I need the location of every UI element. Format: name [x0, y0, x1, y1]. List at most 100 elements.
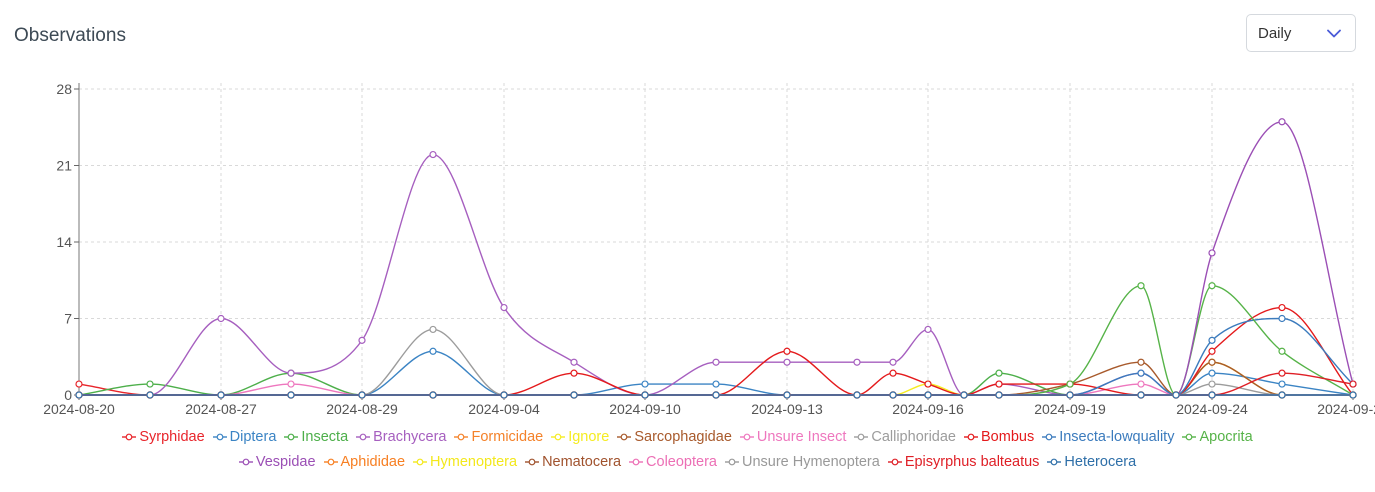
legend-item[interactable]: Nematocera	[525, 454, 621, 470]
y-tick-label: 28	[56, 81, 72, 97]
legend-label: Coleoptera	[646, 454, 717, 470]
x-tick-label: 2024-09-13	[751, 401, 823, 417]
y-tick-label: 14	[56, 234, 72, 250]
legend-item[interactable]: Coleoptera	[629, 454, 717, 470]
legend-item[interactable]: Heterocera	[1047, 454, 1136, 470]
legend-item[interactable]: Bombus	[964, 429, 1034, 445]
chevron-down-icon	[1327, 28, 1341, 38]
series-line-sarcophagidae	[78, 361, 1353, 396]
period-select[interactable]: Daily	[1246, 14, 1356, 52]
data-point	[995, 391, 1003, 399]
data-point	[1278, 118, 1286, 126]
series-points	[75, 118, 1357, 399]
legend-symbol	[1042, 433, 1057, 441]
legend-label: Unsure Insect	[756, 429, 847, 445]
legend-item[interactable]: Ignore	[551, 429, 609, 445]
legend-symbol	[629, 458, 644, 466]
legend-item[interactable]: Sarcophagidae	[617, 429, 732, 445]
data-point	[1278, 369, 1286, 377]
legend-label: Apocrita	[1199, 429, 1253, 445]
data-point	[570, 358, 578, 366]
y-tick-label: 21	[56, 158, 72, 174]
data-point	[1066, 391, 1074, 399]
legend-item[interactable]: Insecta	[284, 429, 348, 445]
legend-symbol	[413, 458, 428, 466]
legend-symbol	[1047, 458, 1062, 466]
data-point	[429, 347, 437, 355]
legend-symbol	[887, 458, 902, 466]
legend-item[interactable]: Calliphoridae	[854, 429, 956, 445]
data-point	[783, 347, 791, 355]
legend-symbol	[964, 433, 978, 441]
data-point	[1278, 380, 1286, 388]
legend-item[interactable]: Syrphidae	[122, 429, 205, 445]
data-point	[924, 391, 932, 399]
data-point	[1137, 369, 1145, 377]
x-tick-label: 2024-09-19	[1034, 401, 1106, 417]
x-tick-label: 2024-09-24	[1176, 401, 1248, 417]
data-point	[429, 150, 437, 159]
legend-item[interactable]: Unsure Insect	[739, 429, 847, 445]
legend-symbol	[617, 433, 632, 441]
data-point	[995, 380, 1003, 388]
legend-label: Episyrphus balteatus	[904, 454, 1040, 470]
data-point	[500, 303, 508, 312]
data-point	[1208, 380, 1216, 388]
legend-label: Insecta	[301, 429, 349, 445]
data-point	[1208, 358, 1216, 366]
legend-item[interactable]: Insecta-lowquality	[1042, 429, 1174, 445]
data-point	[287, 380, 295, 388]
data-point	[500, 391, 508, 399]
data-point	[75, 391, 83, 399]
y-tick-label: 0	[64, 387, 72, 403]
chart-axes	[78, 83, 1353, 396]
data-point	[924, 325, 932, 334]
data-point	[1208, 369, 1216, 377]
legend-label: Sarcophagidae	[634, 429, 732, 445]
legend-item[interactable]: Diptera	[212, 429, 276, 445]
legend-label: Calliphoridae	[871, 429, 956, 445]
data-point	[1208, 249, 1216, 257]
legend-symbol	[238, 458, 253, 466]
data-point	[1137, 391, 1145, 399]
legend-label: Insecta-lowquality	[1059, 429, 1175, 445]
legend-item[interactable]: Unsure Hymenoptera	[724, 454, 880, 470]
x-tick-label: 2024-09-10	[609, 401, 681, 417]
data-point	[889, 358, 897, 366]
legend-symbol	[854, 433, 869, 441]
data-point	[783, 391, 791, 399]
legend-symbol	[1182, 433, 1197, 441]
legend-item[interactable]: Episyrphus balteatus	[887, 454, 1040, 470]
legend-row: Syrphidae Diptera Insecta Brachycera Formici…	[0, 429, 1375, 445]
legend-label: Heterocera	[1064, 454, 1137, 470]
legend-item[interactable]: Formicidae	[454, 429, 543, 445]
data-point	[1278, 303, 1286, 312]
legend-symbol	[122, 433, 137, 441]
legend-label: Bombus	[981, 429, 1035, 445]
legend-item[interactable]: Aphididae	[323, 454, 405, 470]
y-axis-ticks: 0 7 14 21 28	[56, 81, 79, 403]
data-point	[960, 391, 968, 399]
data-point	[889, 391, 897, 399]
x-tick-label: 2024-09-16	[892, 401, 964, 417]
legend-symbol	[454, 433, 469, 441]
data-point	[429, 325, 437, 334]
legend-item[interactable]: Hymenoptera	[413, 454, 517, 470]
legend-item[interactable]: Apocrita	[1182, 429, 1253, 445]
legend-item[interactable]: Brachycera	[356, 429, 446, 445]
series-line-apocrita	[78, 285, 1354, 396]
data-point	[783, 358, 791, 366]
legend-row: Vespidae Aphididae Hymenoptera Nematocera Co…	[0, 454, 1375, 470]
data-point	[570, 369, 578, 377]
period-select-value: Daily	[1258, 24, 1292, 42]
legend-item[interactable]: Vespidae	[238, 454, 316, 470]
data-point	[1278, 314, 1286, 323]
series-line-formicidae	[78, 361, 1353, 396]
data-point	[75, 380, 83, 388]
data-point	[1066, 380, 1074, 388]
legend-label: Vespidae	[255, 454, 316, 470]
chart-grid	[79, 83, 1354, 395]
data-point	[217, 314, 225, 323]
data-point	[1137, 358, 1145, 366]
data-point	[287, 369, 295, 377]
